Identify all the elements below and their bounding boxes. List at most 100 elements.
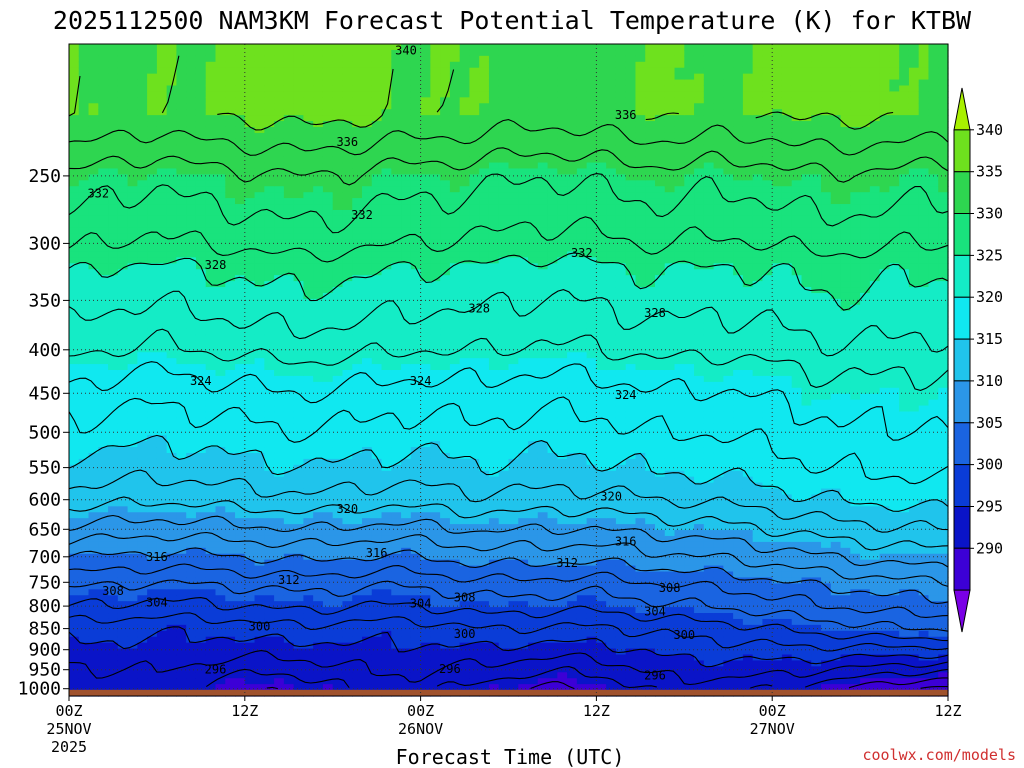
field-cell [332, 393, 344, 401]
field-cell [186, 506, 197, 513]
field-cell [244, 684, 256, 691]
field-cell [186, 322, 197, 330]
field-cell [137, 678, 148, 685]
field-cell [166, 115, 178, 122]
field-cell [440, 304, 451, 312]
field-cell [410, 559, 422, 567]
field-cell [127, 618, 138, 626]
field-cell [410, 251, 422, 258]
field-cell [391, 221, 402, 229]
field-cell [69, 269, 80, 276]
field-cell [186, 470, 197, 478]
field-cell [264, 126, 275, 134]
field-cell [420, 233, 431, 241]
field-cell [469, 322, 480, 330]
field-cell [254, 186, 265, 193]
field-cell [137, 559, 148, 567]
field-cell [88, 494, 99, 501]
field-cell [176, 126, 187, 134]
field-cell [420, 121, 431, 128]
field-cell [469, 340, 480, 347]
field-cell [274, 601, 285, 608]
field-cell [78, 381, 90, 389]
field-cell [186, 346, 197, 353]
field-cell [459, 245, 471, 253]
field-cell [235, 251, 246, 258]
field-cell [342, 488, 353, 496]
field-cell [459, 156, 471, 164]
field-cell [459, 678, 471, 685]
field-cell [98, 287, 109, 294]
field-cell [156, 559, 168, 567]
field-cell [205, 174, 217, 181]
field-cell [332, 269, 344, 276]
field-cell [147, 429, 158, 436]
field-cell [127, 221, 138, 229]
field-cell [391, 589, 402, 596]
field-cell [362, 316, 373, 324]
field-cell [303, 103, 314, 110]
field-cell [322, 458, 334, 466]
field-cell [332, 423, 344, 430]
field-cell [88, 61, 99, 69]
field-cell [137, 227, 148, 235]
field-cell [254, 387, 265, 395]
field-cell [381, 613, 392, 620]
field-cell [420, 541, 431, 549]
field-cell [176, 138, 187, 146]
field-cell [244, 559, 256, 567]
field-cell [205, 233, 217, 241]
field-cell [274, 91, 285, 98]
field-cell [254, 553, 265, 561]
field-cell [332, 595, 344, 602]
field-cell [98, 97, 109, 104]
field-cell [254, 209, 265, 217]
field-cell [235, 221, 246, 229]
field-cell [430, 198, 441, 205]
field-cell [283, 162, 295, 170]
field-cell [137, 458, 148, 466]
field-cell [479, 648, 490, 656]
field-cell [186, 381, 197, 389]
field-cell [264, 601, 275, 608]
field-cell [488, 269, 500, 276]
field-cell [381, 488, 392, 496]
field-cell [147, 97, 158, 104]
field-cell [283, 73, 295, 81]
field-cell [235, 346, 246, 353]
field-cell [313, 275, 324, 282]
field-cell [469, 458, 480, 466]
field-cell [205, 518, 217, 525]
field-cell [391, 61, 402, 69]
field-cell [371, 55, 383, 63]
field-cell [381, 192, 392, 199]
field-cell [342, 287, 353, 294]
field-cell [127, 44, 138, 51]
field-cell [430, 192, 441, 199]
field-cell [78, 387, 90, 395]
field-cell [420, 654, 431, 662]
field-cell [303, 340, 314, 347]
field-cell [391, 375, 402, 383]
field-cell [430, 334, 441, 341]
field-cell [479, 227, 490, 235]
field-cell [108, 607, 119, 614]
field-cell [195, 512, 207, 519]
field-cell [244, 458, 256, 466]
field-cell [274, 547, 285, 555]
field-cell [195, 518, 207, 525]
field-cell [205, 251, 217, 258]
field-cell [352, 91, 363, 98]
field-cell [225, 49, 236, 57]
field-cell [283, 613, 295, 620]
field-cell [362, 488, 373, 496]
field-cell [430, 583, 441, 590]
field-cell [195, 316, 207, 324]
field-cell [254, 257, 265, 264]
field-cell [479, 156, 490, 164]
field-cell [156, 476, 168, 484]
field-cell [322, 535, 334, 543]
field-cell [283, 97, 295, 104]
field-cell [254, 121, 265, 128]
field-cell [166, 464, 178, 472]
